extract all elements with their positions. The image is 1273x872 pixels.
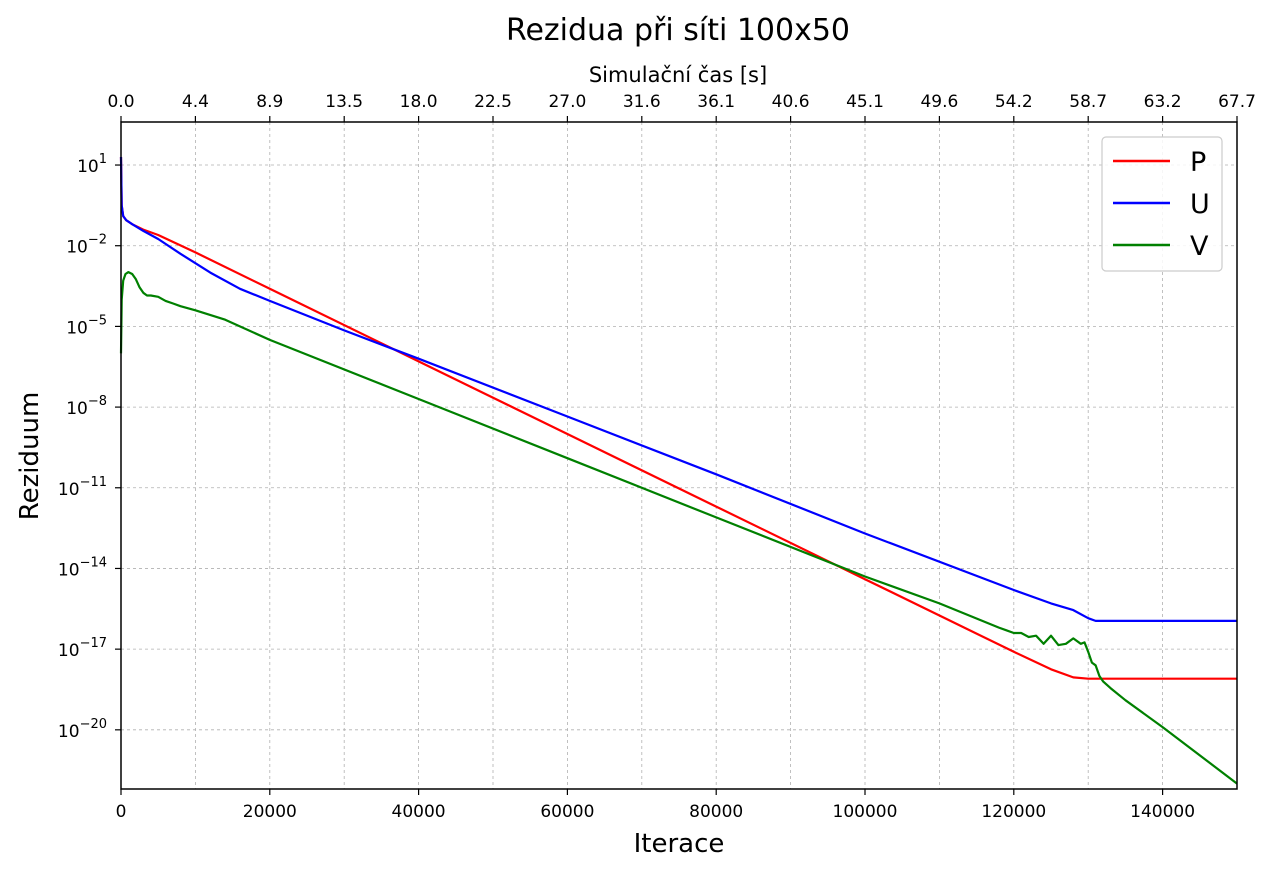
- x-tick-label: 120000: [981, 802, 1046, 822]
- y-tick-label: 10−11: [58, 475, 107, 500]
- x-tick-label: 140000: [1130, 802, 1195, 822]
- legend: PUV: [1101, 136, 1223, 272]
- top-tick-label: 18.0: [400, 92, 438, 112]
- series-lines: [119, 156, 1238, 785]
- top-tick-label: 45.1: [846, 92, 884, 112]
- top-tick-label: 8.9: [256, 92, 283, 112]
- top-tick-label: 40.6: [772, 92, 810, 112]
- x-tick-label: 80000: [689, 802, 743, 822]
- y-axis: 101 10−2 10−5 10−8 10−11 10−14 10−17 10−20: [58, 152, 121, 742]
- y-tick-label: 10−17: [58, 636, 107, 661]
- x-axis: 0 20000 40000 60000 80000 100000 120000 140000: [116, 789, 1195, 822]
- y-axis-title: Reziduum: [15, 392, 45, 521]
- top-tick-label: 13.5: [325, 92, 363, 112]
- top-tick-label: 4.4: [182, 92, 209, 112]
- top-tick-label: 36.1: [697, 92, 735, 112]
- plot-frame: [120, 121, 1238, 790]
- chart-title: Rezidua při síti 100x50: [506, 13, 850, 48]
- x-tick-label: 40000: [392, 802, 446, 822]
- y-tick-label: 10−8: [66, 394, 107, 419]
- series-line-V: [119, 271, 1238, 785]
- top-tick-label: 27.0: [548, 92, 586, 112]
- x-axis-title: Iterace: [634, 829, 725, 859]
- top-tick-label: 54.2: [995, 92, 1033, 112]
- x-tick-label: 60000: [540, 802, 594, 822]
- y-tick-label: 10−20: [58, 717, 107, 742]
- y-tick-label: 10−14: [58, 555, 107, 580]
- top-tick-label: 58.7: [1069, 92, 1107, 112]
- top-axis: 0.0 4.4 8.9 13.5 18.0 22.5 27.0 31.6 36.1 40.6 45.…: [107, 92, 1256, 122]
- y-tick-label: 10−5: [66, 313, 107, 338]
- y-tick-label: 101: [77, 152, 107, 177]
- legend-label: P: [1190, 147, 1206, 178]
- x-tick-label: 100000: [833, 802, 898, 822]
- x-tick-label: 0: [116, 802, 127, 822]
- top-tick-label: 0.0: [107, 92, 134, 112]
- legend-label: U: [1190, 189, 1210, 220]
- top-tick-label: 49.6: [920, 92, 958, 112]
- top-tick-label: 63.2: [1144, 92, 1182, 112]
- x-tick-label: 20000: [243, 802, 297, 822]
- series-line-U: [119, 156, 1237, 623]
- y-tick-label: 10−2: [66, 233, 107, 258]
- top-axis-title: Simulační čas [s]: [589, 63, 767, 87]
- top-tick-label: 31.6: [623, 92, 661, 112]
- legend-label: V: [1190, 231, 1209, 262]
- top-tick-label: 22.5: [474, 92, 512, 112]
- top-tick-label: 67.7: [1218, 92, 1256, 112]
